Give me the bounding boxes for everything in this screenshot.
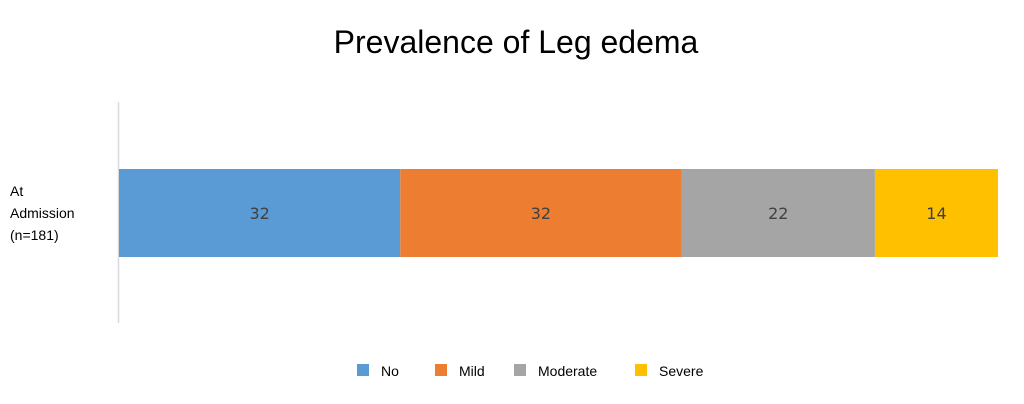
legend-swatch-mild [435,364,447,376]
bar-segment-moderate [681,169,875,257]
legend-swatch-no [357,364,369,376]
bar-segment-mild [400,169,682,257]
legend-swatch-moderate [514,364,526,376]
category-label-line-3: (n=181) [10,227,59,243]
stacked-bar: 32 32 22 14 [119,169,998,257]
category-labels: At Admission (n=181) [10,183,75,243]
legend-swatch-severe [635,364,647,376]
bar-segment-no [119,169,401,257]
chart-title: Prevalence of Leg edema [334,24,699,60]
legend-label-severe: Severe [659,363,704,379]
category-label-line-2: Admission [10,205,75,221]
data-label-severe: 14 [926,204,946,223]
data-label-moderate: 22 [768,204,788,223]
legend-label-no: No [381,363,399,379]
legend-label-moderate: Moderate [538,363,597,379]
bar-segment-severe [874,169,998,257]
data-label-no: 32 [249,204,269,223]
data-label-mild: 32 [531,204,551,223]
category-label-line-1: At [10,183,23,199]
legend: No Mild Moderate Severe [357,363,704,379]
legend-label-mild: Mild [459,363,485,379]
